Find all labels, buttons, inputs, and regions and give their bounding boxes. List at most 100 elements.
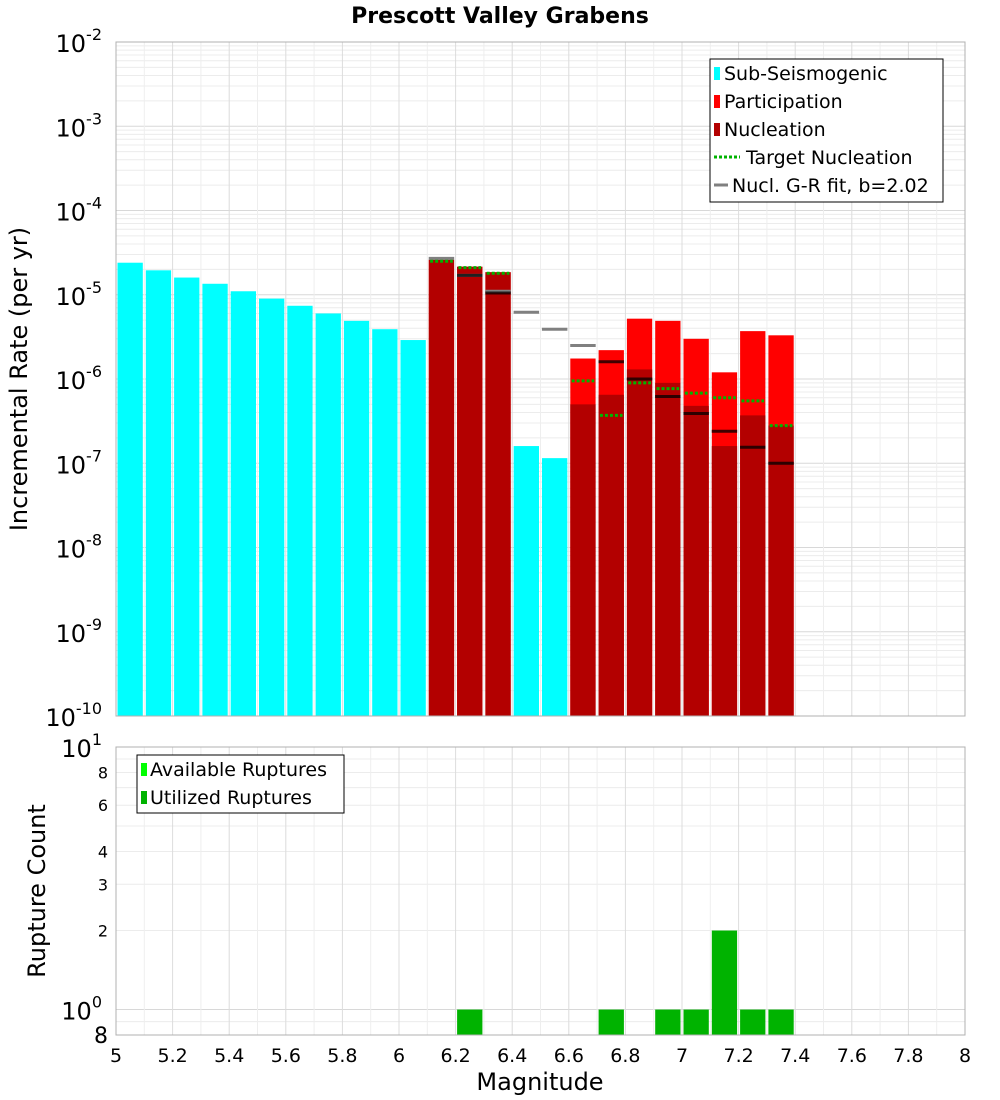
- legend-item-gr-fit: Nucl. G-R fit, b=2.02: [714, 175, 929, 197]
- x-tick-label: 7.8: [893, 1045, 923, 1067]
- bar-nucleation: [626, 369, 653, 716]
- legend-label-participation: Participation: [724, 91, 843, 113]
- bottom-y-tick-minor: 8: [98, 763, 108, 782]
- bar-nucleation: [768, 425, 794, 716]
- x-tick-label: 6.6: [554, 1045, 584, 1067]
- bar-utilized-ruptures: [655, 1009, 681, 1035]
- top-y-tick-label: 10-9: [56, 615, 103, 648]
- bar-sub-seismogenic: [343, 320, 370, 716]
- bar-utilized-ruptures: [683, 1009, 709, 1035]
- bar-sub-seismogenic: [202, 283, 228, 716]
- bottom-y-tick-major: 100: [61, 993, 102, 1026]
- bar-utilized-ruptures: [711, 930, 738, 1035]
- bar-nucleation: [598, 394, 624, 716]
- bar-nucleation: [457, 266, 483, 716]
- top-bars: [117, 259, 794, 716]
- legend-swatch-utilized-ruptures: [141, 791, 147, 804]
- top-y-tick-label: 10-4: [56, 194, 103, 227]
- legend-swatch-sub-seismogenic: [714, 67, 720, 80]
- legend-item-available-ruptures: Available Ruptures: [141, 759, 327, 781]
- bar-sub-seismogenic: [230, 291, 256, 716]
- bottom-legend: Available Ruptures Utilized Ruptures: [136, 754, 345, 814]
- bar-nucleation: [740, 415, 766, 716]
- bar-nucleation: [655, 382, 681, 716]
- chart-title: Prescott Valley Grabens: [351, 4, 649, 29]
- bar-sub-seismogenic: [145, 270, 172, 716]
- bar-sub-seismogenic: [513, 446, 539, 716]
- bottom-legend-box: [136, 754, 345, 814]
- x-tick-label: 6: [393, 1045, 405, 1067]
- bar-nucleation: [570, 404, 596, 716]
- bar-sub-seismogenic: [259, 298, 285, 716]
- x-tick-label: 7.4: [780, 1045, 810, 1067]
- legend-label-target-nucleation: Target Nucleation: [745, 147, 913, 169]
- x-tick-label: 7: [676, 1045, 688, 1067]
- bottom-y-tick-major: 101: [61, 730, 102, 763]
- bar-sub-seismogenic: [542, 458, 568, 716]
- legend-label-available-ruptures: Available Ruptures: [150, 759, 327, 781]
- x-tick-label: 5: [110, 1045, 122, 1067]
- bar-nucleation: [683, 405, 709, 716]
- x-tick-label: 6.2: [440, 1045, 470, 1067]
- legend-item-participation: Participation: [714, 91, 843, 113]
- bottom-y-tick-minor: 4: [98, 842, 108, 861]
- top-y-tick-label: 10-8: [56, 531, 103, 564]
- top-y-axis-label: Incremental Rate (per yr): [5, 227, 33, 531]
- bar-sub-seismogenic: [174, 277, 200, 716]
- x-tick-label: 5.2: [157, 1045, 187, 1067]
- bar-sub-seismogenic: [117, 262, 143, 716]
- top-legend: Sub-Seismogenic Participation Nucleation…: [709, 58, 944, 203]
- x-tick-label: 5.6: [271, 1045, 301, 1067]
- bottom-y-tick-minor: 3: [98, 875, 108, 894]
- bar-nucleation: [485, 272, 511, 716]
- top-panel: Prescott Valley Grabens 10-1010-910-810-…: [5, 4, 966, 732]
- top-y-ticks: 10-10 10-9 10-8 10-7 10-6 10-5 10-4 10-3 10-2: [45, 25, 102, 732]
- bottom-y-tick-minor: 8: [94, 1024, 108, 1049]
- bar-nucleation: [711, 446, 738, 716]
- bottom-plot-frame: [115, 746, 966, 1036]
- legend-swatch-participation: [714, 95, 720, 108]
- x-axis-label: Magnitude: [476, 1068, 603, 1096]
- top-y-tick-label: 10-3: [56, 109, 103, 142]
- bar-sub-seismogenic: [315, 313, 341, 716]
- top-y-tick-label: 10-5: [56, 278, 103, 311]
- x-tick-label: 7.6: [837, 1045, 867, 1067]
- top-markers: [428, 256, 794, 465]
- legend-item-sub-seismogenic: Sub-Seismogenic: [714, 63, 888, 85]
- bar-utilized-ruptures: [457, 1009, 483, 1035]
- bottom-y-tick-minor: 6: [98, 796, 108, 815]
- bottom-y-axis-label: Rupture Count: [23, 804, 51, 978]
- top-y-tick-label: 10-10: [45, 699, 102, 732]
- legend-item-target-nucleation: Target Nucleation: [714, 147, 913, 169]
- legend-label-nucleation: Nucleation: [724, 119, 826, 141]
- legend-item-utilized-ruptures: Utilized Ruptures: [141, 787, 312, 809]
- top-y-tick-label: 10-6: [56, 362, 103, 395]
- x-ticks: 5 5.2 5.4 5.6 5.8 6 6.2 6.4 6.6 6.8 7 7.2 7.4 7.6 7.8 8: [110, 1045, 971, 1067]
- legend-label-sub-seismogenic: Sub-Seismogenic: [724, 63, 888, 85]
- top-y-tick-label: 10-2: [56, 25, 103, 58]
- bottom-bars: [457, 930, 794, 1035]
- bar-nucleation: [428, 259, 455, 716]
- bar-utilized-ruptures: [768, 1009, 794, 1035]
- legend-swatch-nucleation: [714, 123, 720, 136]
- legend-label-gr-fit: Nucl. G-R fit, b=2.02: [732, 175, 929, 197]
- x-tick-label: 6.8: [610, 1045, 640, 1067]
- x-tick-label: 6.4: [497, 1045, 527, 1067]
- legend-swatch-available-ruptures: [141, 763, 147, 776]
- x-tick-label: 5.4: [214, 1045, 244, 1067]
- bar-utilized-ruptures: [598, 1009, 624, 1035]
- legend-item-nucleation: Nucleation: [714, 119, 826, 141]
- legend-label-utilized-ruptures: Utilized Ruptures: [150, 787, 312, 809]
- top-legend-box: [709, 58, 944, 203]
- x-tick-label: 8: [959, 1045, 971, 1067]
- x-tick-label: 5.8: [327, 1045, 357, 1067]
- bar-sub-seismogenic: [287, 305, 313, 716]
- top-plot-frame: [115, 41, 966, 717]
- bar-sub-seismogenic: [400, 340, 426, 716]
- x-tick-label: 7.2: [723, 1045, 753, 1067]
- bar-sub-seismogenic: [372, 329, 398, 716]
- top-y-tick-label: 10-7: [56, 446, 103, 479]
